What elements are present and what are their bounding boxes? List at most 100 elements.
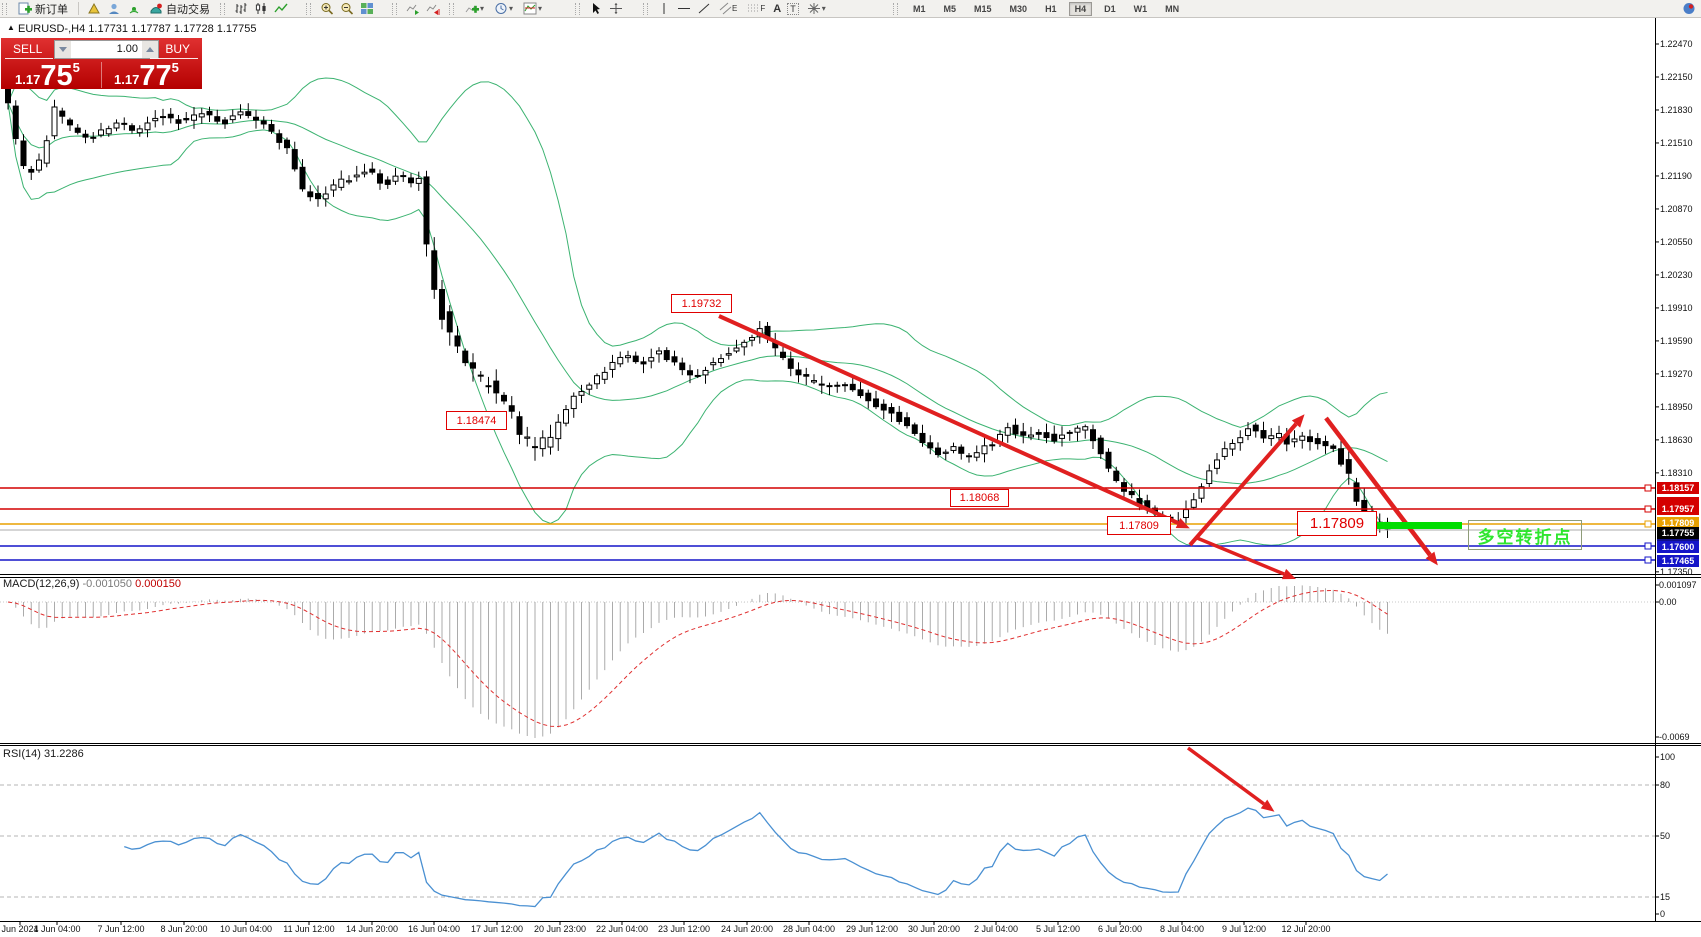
arrows-tool-icon (807, 3, 820, 14)
price-tick: 1.21830 (1660, 104, 1693, 115)
chart-ohlc: 1.17731 1.17787 1.17728 1.17755 (88, 23, 257, 35)
zoom-out-icon[interactable] (340, 2, 354, 15)
text-label-tool-button[interactable]: T (787, 2, 799, 15)
annotation-price-tag[interactable]: 1.18474 (446, 411, 507, 430)
chart-title: ▲ EURUSD-,H4 1.17731 1.17787 1.17728 1.1… (7, 23, 257, 35)
rsi-pane (0, 784, 1655, 908)
timeframe-button-m1[interactable]: M1 (913, 3, 926, 14)
timeframe-button-mn[interactable]: MN (1165, 3, 1180, 14)
trend-arrow (1324, 416, 1432, 557)
chart-wizard-icon[interactable] (87, 2, 101, 15)
triangle-down-icon (59, 47, 67, 52)
annotation-price-tag[interactable]: 1.17809 (1297, 511, 1377, 536)
time-label: 22 Jun 04:00 (595, 924, 649, 934)
price-tick: 1.19270 (1660, 368, 1693, 379)
macd-name: MACD(12,26,9) (3, 578, 80, 590)
trend-arrow (1186, 746, 1266, 806)
support-highlight-bar (1352, 522, 1462, 529)
vertical-line-tool-icon[interactable] (657, 2, 671, 15)
price-tick: 1.19590 (1660, 335, 1693, 346)
annotation-note[interactable]: 多空转折点 (1468, 520, 1582, 550)
bar-chart-icon[interactable] (234, 2, 248, 15)
arrows-tool-button[interactable]: ▾ (805, 1, 828, 16)
annotation-price-tag[interactable]: 1.18068 (950, 489, 1009, 507)
macd-pane (0, 585, 1655, 738)
annotation-price-tag[interactable]: 1.19732 (671, 294, 732, 313)
time-label: 4 Jun 04:00 (33, 924, 81, 934)
line-handle (1644, 484, 1652, 492)
chart-symbol: EURUSD-,H4 (17, 23, 86, 35)
timeframe-button-m30[interactable]: M30 (1009, 3, 1028, 14)
crosshair-icon[interactable] (609, 2, 623, 15)
toolbar-group-right (1682, 0, 1696, 17)
macd-signal-line (7, 589, 1388, 727)
autotrading-button[interactable]: 自动交易 (147, 1, 212, 16)
template-icon (523, 2, 537, 15)
time-label: 24 Jun 20:00 (720, 924, 774, 934)
time-label: 28 Jun 04:00 (782, 924, 836, 934)
time-label: 2 Jul 04:00 (973, 924, 1019, 934)
indicators-button[interactable]: ▾ (463, 1, 486, 16)
timeframe-menu-button[interactable]: ▾ (492, 1, 515, 16)
profile-icon[interactable] (107, 2, 121, 15)
tile-windows-icon[interactable] (360, 2, 374, 15)
rsi-tick: 80 (1660, 780, 1671, 790)
timeframe-button-d1[interactable]: D1 (1104, 3, 1116, 14)
toolbar-group-standard: 新订单 自动交易 (2, 0, 212, 17)
cursor-icon[interactable] (589, 2, 603, 15)
bollinger-upper (7, 77, 1388, 428)
candlestick-chart-icon[interactable] (254, 2, 268, 15)
price-tick: 1.21510 (1660, 137, 1693, 148)
price-tick: 1.22150 (1660, 71, 1693, 82)
timeframe-button-w1[interactable]: W1 (1133, 3, 1148, 14)
chart-shift-icon[interactable] (426, 2, 440, 15)
chevron-down-icon: ▾ (509, 4, 514, 13)
fibonacci-tool-button[interactable]: F (745, 1, 767, 16)
timeframe-button-m15[interactable]: M15 (974, 3, 992, 14)
rsi-label: RSI(14) 31.2286 (3, 748, 84, 760)
timeframe-button-h1[interactable]: H1 (1045, 3, 1057, 14)
new-order-button[interactable]: 新订单 (16, 1, 70, 16)
trendline-tool-icon[interactable] (697, 2, 711, 15)
channel-tool-button[interactable]: E (717, 1, 739, 16)
sell-price-handle: 1.17 (15, 72, 41, 87)
volume-input[interactable]: 1.00 (116, 43, 138, 55)
buy-price[interactable]: 1.17 77 5 (114, 60, 179, 92)
volume-decrease-button[interactable] (55, 41, 71, 58)
autoscroll-icon[interactable] (406, 2, 420, 15)
timeframe-button-m5[interactable]: M5 (943, 3, 957, 14)
fibo-letter: F (760, 4, 766, 13)
buy-button[interactable]: BUY (165, 42, 190, 56)
price-chip-1.17755: 1.17755 (1657, 527, 1699, 539)
price-tick: 1.22470 (1660, 39, 1693, 49)
annotation-price-tag[interactable]: 1.17809 (1107, 516, 1171, 535)
time-label: 10 Jun 04:00 (219, 924, 273, 934)
toolbar-group-timeframes: M1 M5 M15 M30 H1 H4 D1 W1 MN (893, 0, 1185, 17)
macd-label: MACD(12,26,9) -0.001050 0.000150 (3, 578, 181, 590)
chevron-down-icon: ▾ (480, 4, 485, 13)
rsi-tick: 100 (1660, 752, 1676, 762)
volume-increase-button[interactable] (142, 41, 158, 58)
zoom-in-icon[interactable] (320, 2, 334, 15)
text-tool-button[interactable]: A (773, 2, 782, 15)
sell-button[interactable]: SELL (13, 42, 43, 56)
symbol-marker-icon: ▲ (7, 23, 15, 32)
buy-price-handle: 1.17 (114, 72, 140, 87)
line-handle (1644, 542, 1652, 550)
timeframe-button-h4[interactable]: H4 (1068, 1, 1093, 16)
buy-price-big: 77 (139, 60, 172, 92)
rsi-name: RSI(14) (3, 748, 41, 760)
signal-icon[interactable] (127, 2, 141, 15)
time-label: 8 Jul 04:00 (1159, 924, 1205, 934)
price-tick: 1.20550 (1660, 236, 1693, 247)
horizontal-line-tool-icon[interactable] (677, 2, 691, 15)
toolbar-group-scroll (392, 0, 440, 17)
time-label: 12 Jul 20:00 (1281, 924, 1331, 934)
line-chart-icon[interactable] (274, 2, 288, 15)
sell-price[interactable]: 1.17 75 5 (15, 60, 80, 91)
community-icon[interactable] (1682, 2, 1696, 15)
time-label: 17 Jun 12:00 (470, 924, 524, 934)
templates-button[interactable]: ▾ (521, 1, 544, 16)
